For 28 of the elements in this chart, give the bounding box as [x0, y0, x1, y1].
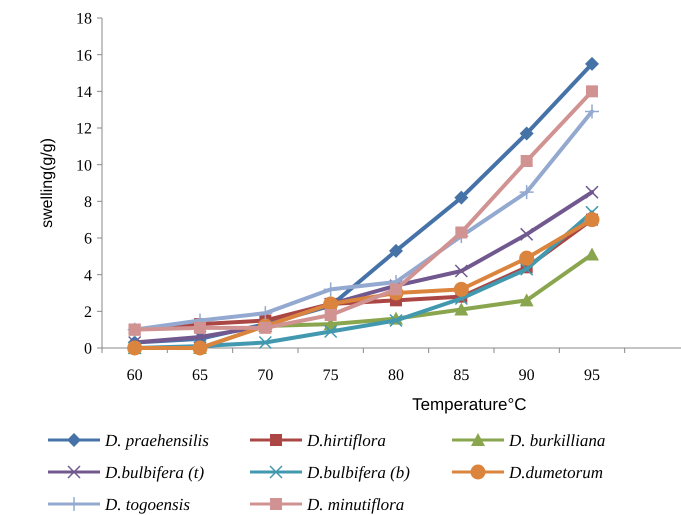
legend-label: D. burkilliana	[508, 430, 606, 450]
x-tick-label: 60	[126, 367, 143, 384]
y-tick-label: 16	[76, 47, 92, 64]
y-tick-label: 8	[84, 194, 92, 211]
x-tick-label: 70	[257, 367, 274, 384]
y-tick-label: 12	[76, 120, 92, 138]
legend-label: D.hirtiflora	[306, 430, 386, 450]
legend-label: D. minutiflora	[306, 494, 404, 514]
y-tick-label: 2	[84, 304, 92, 321]
legend-label: D.bulbifera (t)	[104, 462, 204, 482]
legend-label: D. togoensis	[104, 494, 190, 514]
legend-label: D. praehensilis	[104, 430, 210, 450]
x-tick-label: 75	[322, 367, 339, 384]
y-tick-label: 10	[76, 157, 92, 174]
x-axis-title: Temperature°C	[412, 395, 527, 414]
x-tick-label: 95	[584, 367, 600, 384]
x-tick-label: 65	[192, 367, 208, 384]
x-tick-label: 80	[388, 367, 404, 384]
y-tick-label: 0	[84, 340, 92, 358]
y-tick-label: 4	[84, 267, 92, 284]
y-tick-label: 14	[76, 84, 92, 101]
x-tick-label: 85	[453, 367, 470, 384]
x-tick-label: 90	[518, 367, 535, 384]
legend-label: D.dumetorum	[508, 462, 603, 482]
y-tick-label: 6	[84, 230, 92, 248]
y-tick-label: 18	[76, 10, 92, 28]
y-axis-title: swelling(g/g)	[39, 138, 56, 228]
legend-label: D.bulbifera (b)	[306, 462, 410, 482]
